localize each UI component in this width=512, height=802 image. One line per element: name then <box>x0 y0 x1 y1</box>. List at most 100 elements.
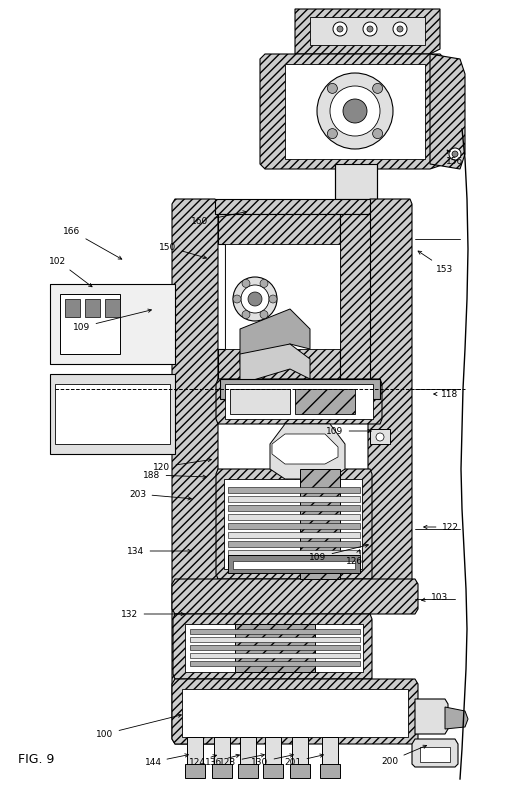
Bar <box>228 488 360 493</box>
Bar <box>228 524 360 529</box>
Bar <box>310 18 425 46</box>
Text: 153: 153 <box>418 252 454 274</box>
Text: 188: 188 <box>143 471 206 480</box>
Polygon shape <box>270 424 345 480</box>
Text: 200: 200 <box>381 745 426 766</box>
Circle shape <box>242 311 250 319</box>
Bar <box>285 65 425 160</box>
Text: FIG. 9: FIG. 9 <box>18 752 54 766</box>
Polygon shape <box>412 739 458 767</box>
Bar <box>190 638 360 642</box>
Bar <box>225 384 373 419</box>
Polygon shape <box>216 579 372 599</box>
Polygon shape <box>295 10 440 55</box>
Bar <box>224 480 362 569</box>
Circle shape <box>241 286 269 314</box>
Circle shape <box>233 296 241 304</box>
Bar <box>233 561 355 569</box>
Bar <box>190 653 360 658</box>
Polygon shape <box>240 310 310 365</box>
Bar <box>230 390 290 415</box>
Text: 136: 136 <box>205 755 240 767</box>
Bar <box>420 747 450 762</box>
Bar <box>238 764 258 778</box>
Polygon shape <box>216 469 372 579</box>
Bar <box>322 737 338 769</box>
Bar <box>370 429 390 444</box>
Polygon shape <box>368 200 412 585</box>
Text: 150: 150 <box>159 243 206 259</box>
Bar <box>263 764 283 778</box>
Polygon shape <box>173 614 372 679</box>
Bar <box>50 285 175 365</box>
Circle shape <box>260 311 268 319</box>
Circle shape <box>343 100 367 124</box>
Circle shape <box>260 280 268 288</box>
Bar <box>228 555 360 573</box>
Bar <box>185 624 363 672</box>
Text: 122: 122 <box>424 523 459 532</box>
Bar <box>105 300 120 318</box>
Bar <box>228 550 360 557</box>
Bar <box>55 384 170 444</box>
Text: 134: 134 <box>127 547 191 556</box>
Text: 120: 120 <box>154 459 211 472</box>
Bar <box>295 390 355 415</box>
Circle shape <box>367 27 373 33</box>
Polygon shape <box>445 707 468 729</box>
Bar <box>190 645 360 650</box>
Polygon shape <box>216 379 382 424</box>
Polygon shape <box>215 200 370 215</box>
Text: 103: 103 <box>422 593 449 602</box>
Polygon shape <box>340 215 370 379</box>
Bar <box>265 737 281 769</box>
Text: 166: 166 <box>63 227 122 260</box>
Bar <box>225 245 340 350</box>
Bar <box>240 737 256 769</box>
Text: 100: 100 <box>96 715 181 739</box>
Text: 203: 203 <box>130 490 191 500</box>
Bar <box>65 300 80 318</box>
Polygon shape <box>260 55 445 170</box>
Circle shape <box>449 149 461 160</box>
Bar <box>228 505 360 512</box>
Bar <box>182 689 408 737</box>
Bar <box>190 630 360 634</box>
Polygon shape <box>272 435 338 464</box>
Circle shape <box>373 129 382 140</box>
Bar <box>212 764 232 778</box>
Text: 109: 109 <box>326 427 371 436</box>
Circle shape <box>330 87 380 137</box>
Polygon shape <box>172 679 418 744</box>
Bar <box>228 514 360 520</box>
Circle shape <box>327 129 337 140</box>
Text: 130: 130 <box>251 754 293 767</box>
Circle shape <box>327 84 337 95</box>
Polygon shape <box>430 55 465 170</box>
Text: 109: 109 <box>73 310 152 332</box>
Bar <box>185 764 205 778</box>
Circle shape <box>393 23 407 37</box>
Bar <box>228 541 360 547</box>
Bar <box>335 164 377 200</box>
Circle shape <box>376 433 384 441</box>
Text: 128: 128 <box>220 754 264 767</box>
Bar <box>85 300 100 318</box>
Polygon shape <box>240 345 310 384</box>
Text: 102: 102 <box>50 257 92 287</box>
Polygon shape <box>415 699 448 734</box>
Bar <box>50 375 175 455</box>
Bar <box>190 661 360 666</box>
Bar <box>292 737 308 769</box>
Bar <box>320 764 340 778</box>
Text: 132: 132 <box>121 610 184 618</box>
Bar <box>235 624 315 672</box>
Bar <box>228 533 360 538</box>
Circle shape <box>363 23 377 37</box>
Bar <box>290 764 310 778</box>
Polygon shape <box>172 200 218 744</box>
Text: 144: 144 <box>144 754 188 767</box>
Bar <box>228 496 360 502</box>
Circle shape <box>397 27 403 33</box>
Circle shape <box>333 23 347 37</box>
